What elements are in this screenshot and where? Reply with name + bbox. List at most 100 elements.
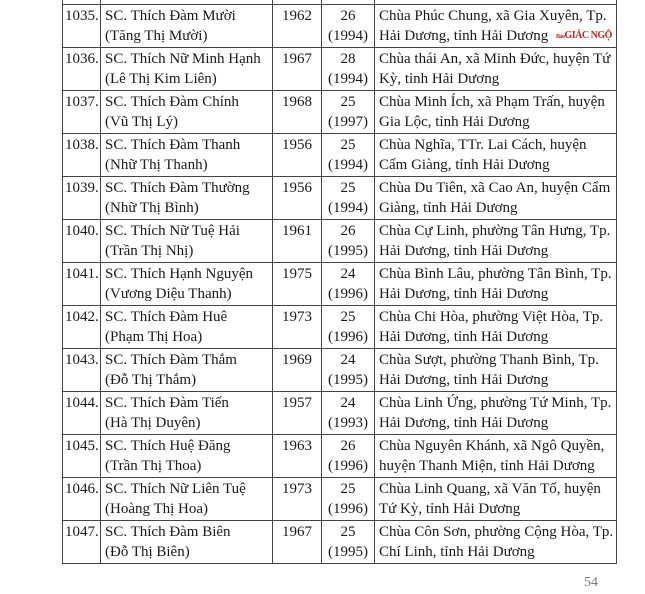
age: 24 <box>340 266 356 282</box>
dharma-name: SC. Thích Đàm Thường <box>105 180 250 196</box>
dharma-name: SC. Thích Đàm Mười <box>105 8 236 24</box>
lay-name: (Phạm Thị Hoa) <box>105 329 203 345</box>
name-cell: SC. Thích Huệ Đăng (Trần Thị Thoa) <box>100 434 273 478</box>
age: 24 <box>340 395 356 411</box>
lay-name: (Hà Thị Duyên) <box>105 415 201 431</box>
ordination-cell: 26 (1996) <box>321 434 375 478</box>
birth-year-cell: 1963 <box>272 434 322 478</box>
age: 25 <box>340 309 356 325</box>
ordination-year: (1993) <box>328 415 368 431</box>
address-cell: Chùa Chi Hòa, phường Việt Hòa, Tp. Hải Dư… <box>374 305 617 349</box>
ordination-cell: 24 (1993) <box>321 391 375 435</box>
ordination-year: (1996) <box>328 501 368 517</box>
row-number: 1042. <box>62 305 101 349</box>
lay-name: (Lê Thị Kim Liên) <box>105 71 217 87</box>
age: 26 <box>340 438 356 454</box>
address-cell: Chùa Côn Sơn, phường Cộng Hòa, Tp. Chí Li… <box>374 520 617 564</box>
lay-name: (Trần Thị Thoa) <box>105 458 202 474</box>
lay-name: (Vũ Thị Lý) <box>105 114 179 130</box>
dharma-name: SC. Thích Nữ Liên Tuệ <box>105 481 246 497</box>
birth-year-cell: 1957 <box>272 391 322 435</box>
ordination-year: (1994) <box>328 28 368 44</box>
ordination-year: (1995) <box>328 372 368 388</box>
ordination-year: (1995) <box>328 544 368 560</box>
address-cell: Chùa Nghĩa, TTr. Lai Cách, huyện Cẩm Giàn… <box>374 133 617 177</box>
watermark-brand: GIÁC NGỘ <box>564 30 613 41</box>
age: 26 <box>340 223 356 239</box>
ordination-year: (1996) <box>328 329 368 345</box>
table-row: 1047. SC. Thích Đàm Biên (Đỗ Thị Biên) 1967… <box>62 520 617 564</box>
age: 25 <box>340 180 356 196</box>
address-cell: Chùa Cự Linh, phường Tân Hưng, Tp. Hải Dư… <box>374 219 617 263</box>
table-row: 1038. SC. Thích Đàm Thanh (Nhữ Thị Thanh) 1… <box>62 133 617 177</box>
dharma-name: SC. Thích Đàm Biên <box>105 524 231 540</box>
ordination-cell: 26 (1994) <box>321 4 375 48</box>
table-row: 1043. SC. Thích Đàm Thắm (Đỗ Thị Thắm) 1969… <box>62 348 617 392</box>
table-row: 1035. SC. Thích Đàm Mười (Tăng Thị Mười) 19… <box>62 4 617 48</box>
birth-year-cell: 1975 <box>272 262 322 306</box>
address-cell: Chùa Linh Quang, xã Văn Tố, huyện Tứ Kỳ, … <box>374 477 617 521</box>
dharma-name: SC. Thích Đàm Huê <box>105 309 228 325</box>
name-cell: SC. Thích Nữ Minh Hạnh (Lê Thị Kim Liên) <box>100 47 273 91</box>
dharma-name: SC. Thích Hạnh Nguyện <box>105 266 254 282</box>
age: 24 <box>340 352 356 368</box>
row-number: 1044. <box>62 391 101 435</box>
row-number: 1035. <box>62 4 101 48</box>
dharma-name: SC. Thích Đàm Chính <box>105 94 239 110</box>
lay-name: (Nhữ Thị Bình) <box>105 200 199 216</box>
table-row: 1037. SC. Thích Đàm Chính (Vũ Thị Lý) 1968 2… <box>62 90 617 134</box>
row-number: 1039. <box>62 176 101 220</box>
lay-name: (Trần Thị Nhị) <box>105 243 194 259</box>
ordination-year: (1994) <box>328 157 368 173</box>
monk-list-table: 1035. SC. Thích Đàm Mười (Tăng Thị Mười) 19… <box>62 4 617 564</box>
watermark-logo: BáoGIÁC NGỘ <box>556 30 612 43</box>
name-cell: SC. Thích Đàm Mười (Tăng Thị Mười) <box>100 4 273 48</box>
name-cell: SC. Thích Đàm Thanh (Nhữ Thị Thanh) <box>100 133 273 177</box>
row-number: 1041. <box>62 262 101 306</box>
lay-name: (Hoàng Thị Hoa) <box>105 501 209 517</box>
age: 26 <box>340 8 356 24</box>
table-row: 1040. SC. Thích Nữ Tuệ Hải (Trần Thị Nhị) 1… <box>62 219 617 263</box>
row-number: 1036. <box>62 47 101 91</box>
address-cell: Chùa Sượt, phường Thanh Bình, Tp. Hải Dươ… <box>374 348 617 392</box>
lay-name: (Đỗ Thị Thắm) <box>105 372 197 388</box>
row-number: 1045. <box>62 434 101 478</box>
table-row: 1042. SC. Thích Đàm Huê (Phạm Thị Hoa) 1973… <box>62 305 617 349</box>
column-divider <box>100 0 101 4</box>
name-cell: SC. Thích Đàm Thắm (Đỗ Thị Thắm) <box>100 348 273 392</box>
birth-year-cell: 1973 <box>272 305 322 349</box>
birth-year-cell: 1967 <box>272 520 322 564</box>
address-cell: Chùa Linh Ứng, phường Tứ Minh, Tp. Hải Dư… <box>374 391 617 435</box>
row-number: 1037. <box>62 90 101 134</box>
age: 25 <box>340 137 356 153</box>
birth-year-cell: 1956 <box>272 133 322 177</box>
birth-year-cell: 1961 <box>272 219 322 263</box>
ordination-year: (1996) <box>328 286 368 302</box>
watermark-prefix: Báo <box>556 34 565 40</box>
dharma-name: SC. Thích Đàm Thắm <box>105 352 237 368</box>
address-cell: Chùa Phúc Chung, xã Gia Xuyên, Tp. Hải Dư… <box>374 4 617 48</box>
dharma-name: SC. Thích Đàm Thanh <box>105 137 241 153</box>
ordination-cell: 25 (1994) <box>321 176 375 220</box>
birth-year-cell: 1956 <box>272 176 322 220</box>
dharma-name: SC. Thích Nữ Tuệ Hải <box>105 223 240 239</box>
ordination-year: (1997) <box>328 114 368 130</box>
name-cell: SC. Thích Hạnh Nguyện (Vương Diệu Thanh) <box>100 262 273 306</box>
ordination-year: (1994) <box>328 71 368 87</box>
table-row: 1045. SC. Thích Huệ Đăng (Trần Thị Thoa) 19… <box>62 434 617 478</box>
address-cell: Chùa Bình Lâu, phường Tân Bình, Tp. Hải D… <box>374 262 617 306</box>
ordination-year: (1994) <box>328 200 368 216</box>
row-number: 1038. <box>62 133 101 177</box>
dharma-name: SC. Thích Huệ Đăng <box>105 438 231 454</box>
name-cell: SC. Thích Đàm Huê (Phạm Thị Hoa) <box>100 305 273 349</box>
ordination-cell: 25 (1994) <box>321 133 375 177</box>
age: 25 <box>340 524 356 540</box>
birth-year-cell: 1973 <box>272 477 322 521</box>
address-cell: Chùa thái An, xã Minh Đức, huyện Tứ Kỳ, t… <box>374 47 617 91</box>
birth-year-cell: 1969 <box>272 348 322 392</box>
ordination-year: (1996) <box>328 458 368 474</box>
address-cell: Chùa Minh Ích, xã Phạm Trấn, huyện Gia Lộ… <box>374 90 617 134</box>
name-cell: SC. Thích Nữ Tuệ Hải (Trần Thị Nhị) <box>100 219 273 263</box>
age: 25 <box>340 481 356 497</box>
row-number: 1043. <box>62 348 101 392</box>
